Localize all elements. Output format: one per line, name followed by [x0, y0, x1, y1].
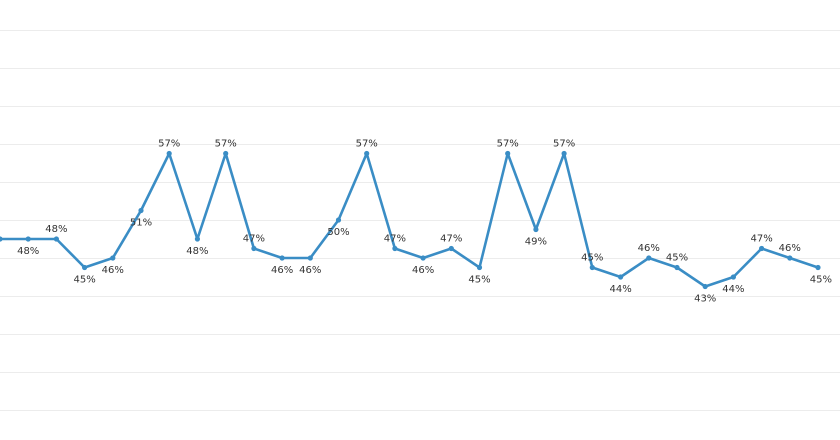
- data-label: 46%: [412, 265, 434, 276]
- data-point: [561, 150, 567, 157]
- data-label: 51%: [130, 218, 152, 229]
- data-point: [110, 255, 116, 261]
- data-point: [674, 264, 680, 271]
- data-point: [279, 255, 285, 261]
- data-point: [392, 245, 398, 252]
- data-point: [335, 217, 342, 223]
- data-point: [815, 264, 821, 271]
- data-point: [505, 150, 511, 157]
- data-label: 57%: [497, 139, 519, 150]
- data-point: [618, 274, 624, 280]
- data-point: [194, 236, 200, 242]
- chart-grid: [0, 30, 840, 411]
- data-point: [702, 283, 708, 290]
- data-point: [730, 274, 737, 280]
- series-line: [0, 152, 820, 288]
- data-point: [759, 245, 765, 252]
- data-point: [138, 207, 144, 214]
- data-label: 57%: [356, 139, 378, 150]
- data-label: 57%: [158, 139, 180, 150]
- data-point: [448, 245, 454, 252]
- data-point: [0, 236, 3, 242]
- data-label: 45%: [581, 253, 603, 264]
- data-point: [476, 264, 483, 271]
- data-label: 46%: [638, 243, 660, 254]
- data-points: [0, 150, 821, 290]
- data-point: [53, 236, 60, 242]
- data-label: 47%: [384, 234, 406, 245]
- data-labels: 48% 48% 45% 46% 51% 57% 48% 57% 47% 46% 46% 50% 57% 4…: [17, 139, 832, 305]
- data-label: 47%: [750, 234, 772, 245]
- data-label: 46%: [102, 265, 124, 276]
- data-label: 46%: [299, 265, 321, 276]
- data-label: 45%: [810, 275, 832, 286]
- data-point: [82, 264, 88, 271]
- data-label: 46%: [779, 243, 801, 254]
- data-label: 49%: [525, 237, 547, 248]
- data-point: [364, 150, 370, 157]
- data-point: [223, 150, 229, 157]
- data-label: 45%: [666, 253, 688, 264]
- data-label: 57%: [215, 139, 237, 150]
- data-label: 57%: [553, 139, 575, 150]
- data-point: [589, 264, 595, 271]
- data-label: 48%: [186, 246, 208, 257]
- data-label: 46%: [271, 265, 293, 276]
- data-point: [420, 255, 426, 261]
- data-point: [251, 245, 257, 252]
- data-label: 43%: [694, 294, 716, 305]
- data-label: 44%: [609, 284, 631, 295]
- data-label: 44%: [722, 284, 744, 295]
- data-label: 48%: [45, 224, 67, 235]
- data-point: [307, 255, 313, 261]
- data-label: 50%: [327, 227, 349, 238]
- data-label: 47%: [243, 234, 265, 245]
- data-label: 45%: [468, 275, 490, 286]
- data-point: [533, 226, 539, 233]
- data-label: 48%: [17, 246, 39, 257]
- data-label: 45%: [73, 275, 95, 286]
- data-point: [646, 255, 652, 261]
- data-point: [25, 236, 31, 242]
- data-point: [166, 150, 172, 157]
- data-label: 47%: [440, 234, 462, 245]
- data-point: [787, 255, 793, 261]
